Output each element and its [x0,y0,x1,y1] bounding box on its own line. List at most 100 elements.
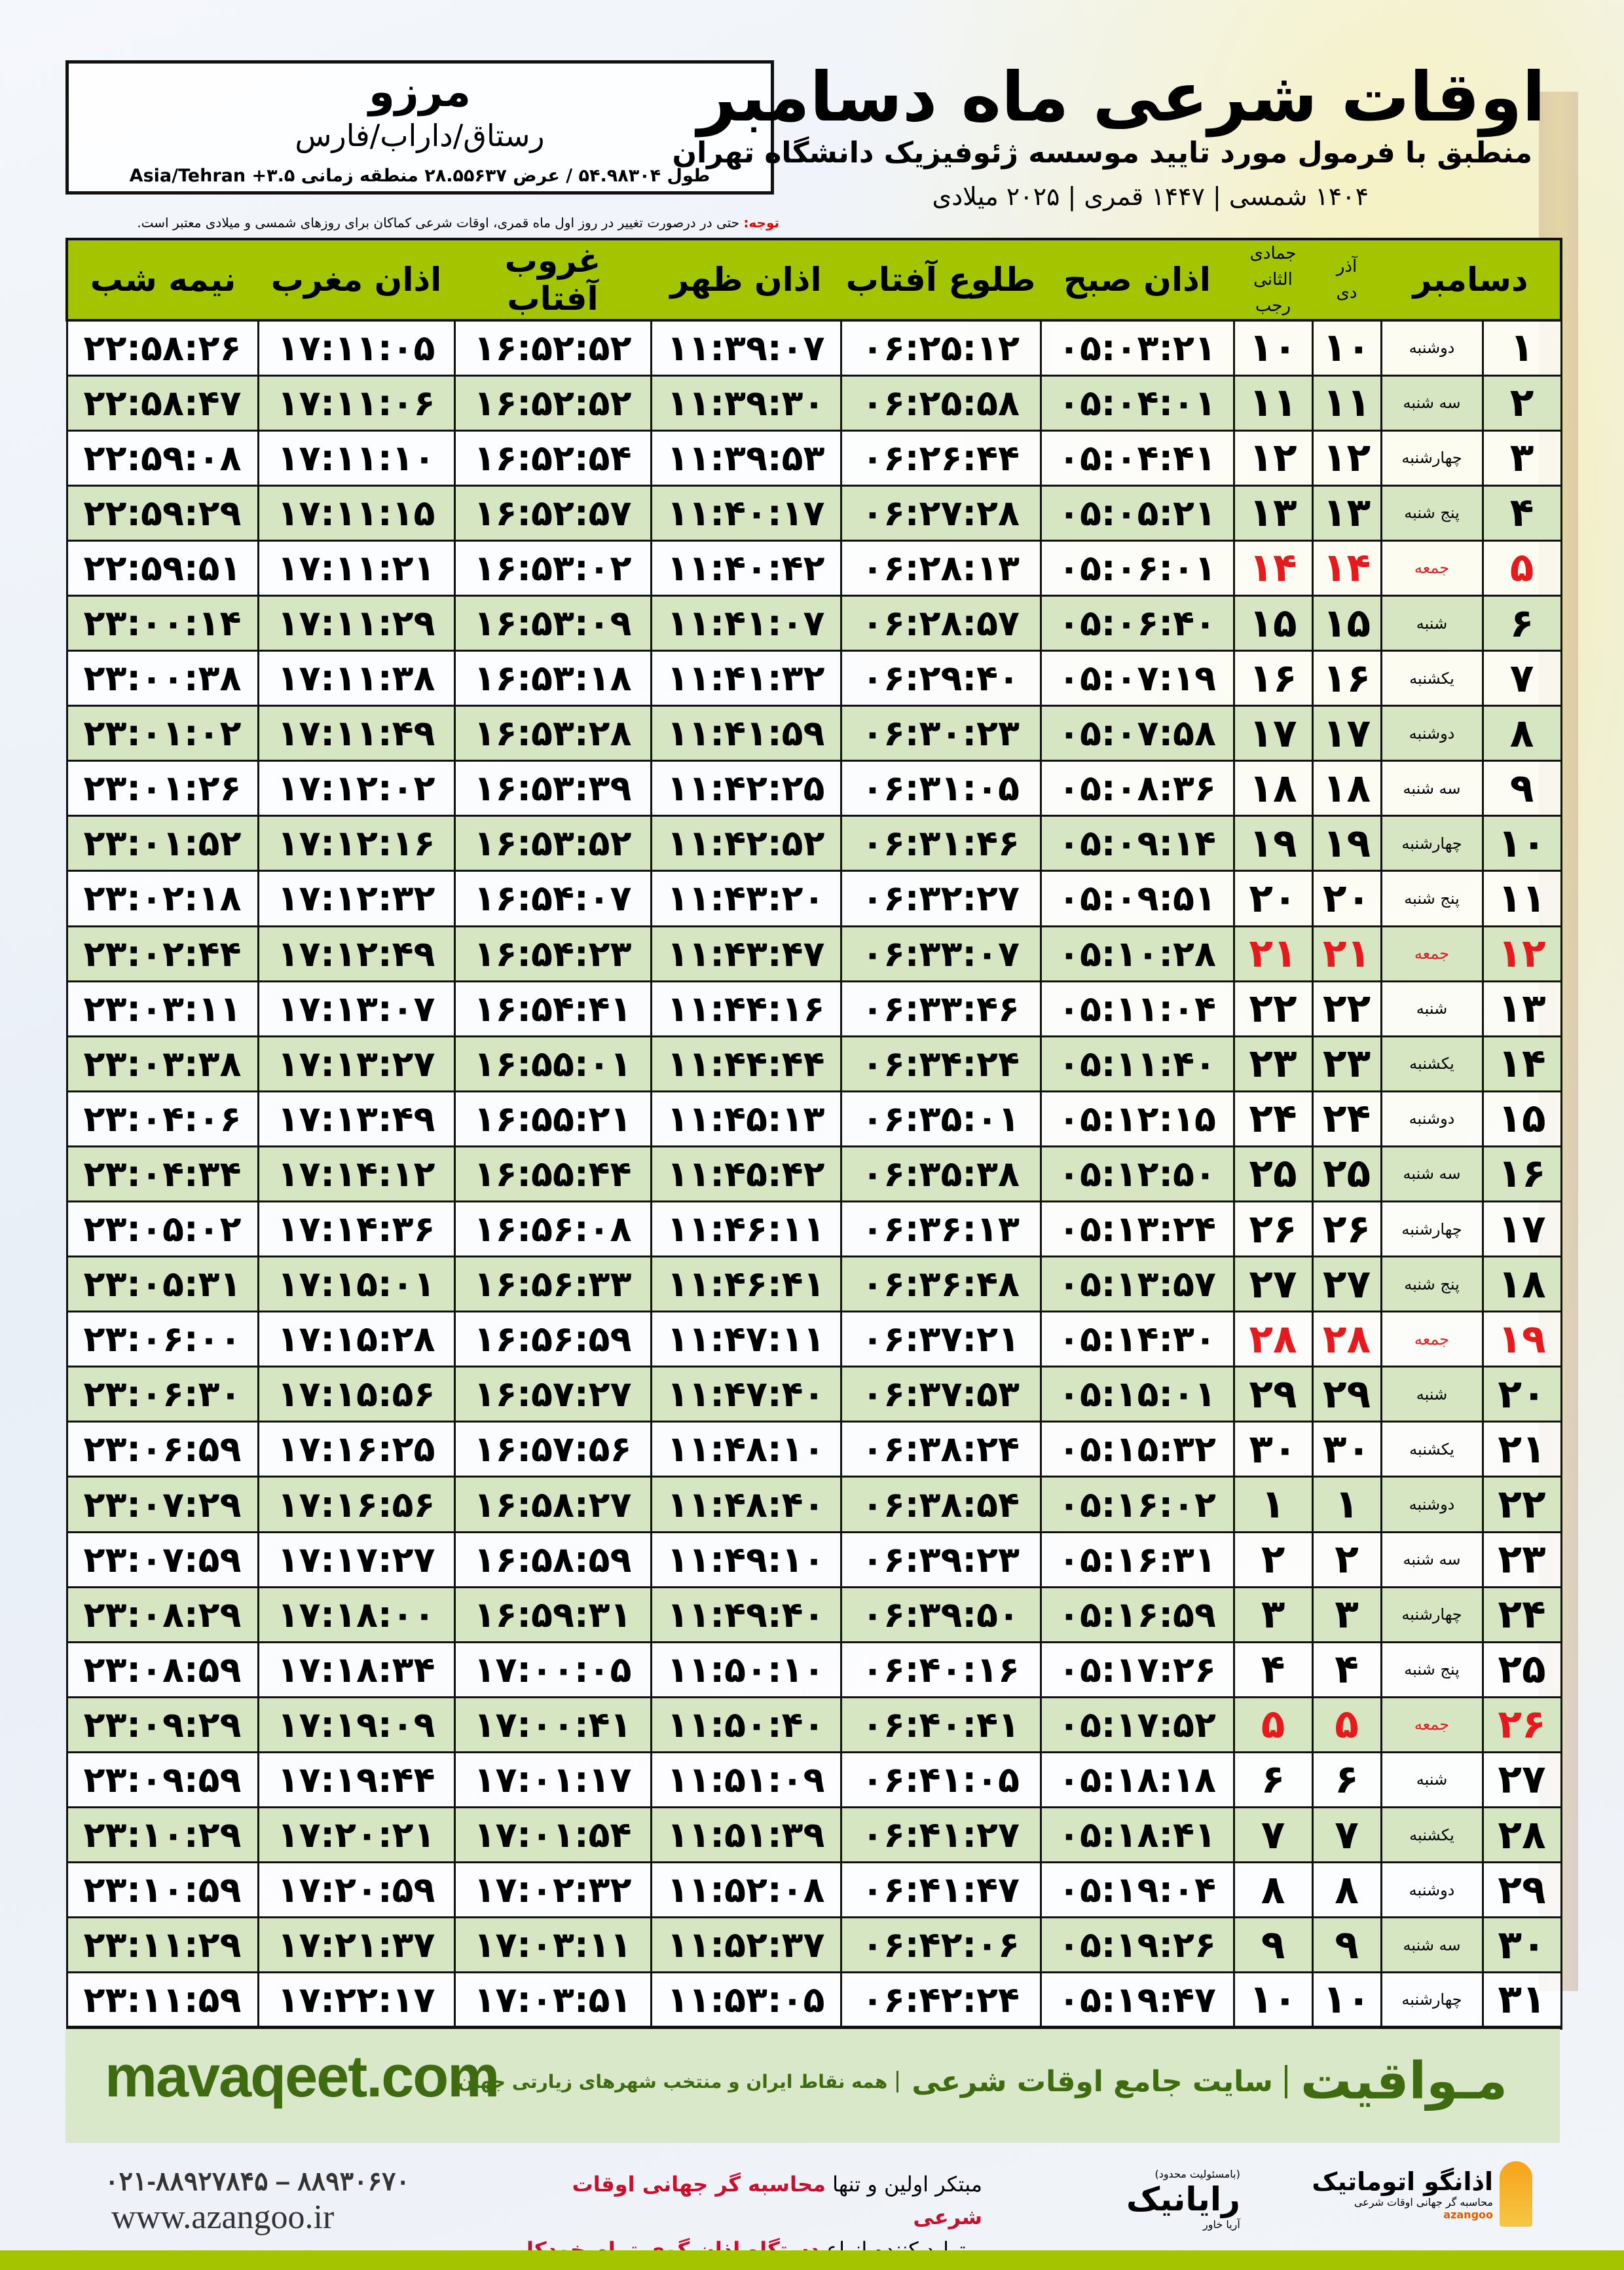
tolu-time: ۰۶:۲۸:۱۳ [840,539,1042,597]
header-zohr: اذان ظهر [651,238,841,322]
tolu-time: ۰۶:۴۰:۱۶ [840,1641,1042,1698]
day-cell: ۱۶ [1481,1145,1562,1203]
zohr-time: ۱۱:۵۲:۰۸ [650,1861,842,1919]
mavaqeet-brand: مـواقیت سایت جامع اوقات شرعی همه نقاط ای… [458,2052,1507,2111]
qamari-day-cell: ۱۰ [1232,1971,1314,2030]
day-cell: ۳۰ [1481,1916,1562,1974]
bottom-strip [0,2250,1624,2270]
nime-shab-time: ۲۳:۰۲:۴۴ [65,925,259,982]
table-row: ۱۶ سه شنبه ۲۵ ۲۵ ۰۵:۱۲:۵۰ ۰۶:۳۵:۳۸ ۱۱:۴۵:۴۲ ۱۶:… [65,1145,1562,1203]
tolu-time: ۰۶:۳۷:۲۱ [840,1311,1042,1368]
weekday-cell: پنج شنبه [1380,870,1484,927]
nime-shab-time: ۲۲:۵۹:۰۸ [65,429,259,487]
day-cell: ۶ [1481,594,1562,652]
tolu-time: ۰۶:۲۶:۴۴ [840,429,1042,487]
ghorub-time: ۱۶:۵۵:۴۴ [453,1145,652,1203]
qamari-day-cell: ۲۹ [1232,1366,1314,1423]
day-cell: ۱۴ [1481,1035,1562,1092]
nime-shab-time: ۲۲:۵۸:۲۶ [65,319,259,377]
header-shamsi-bottom: دی [1336,283,1357,303]
weekday-cell: یکشنبه [1380,650,1484,707]
ghorub-time: ۱۶:۵۷:۵۶ [453,1421,652,1478]
nime-shab-time: ۲۳:۱۱:۲۹ [65,1916,259,1974]
shamsi-day-cell: ۲۸ [1311,1311,1382,1368]
sobh-time: ۰۵:۱۶:۰۲ [1039,1476,1235,1533]
weekday-cell: دوشنبه [1380,705,1484,762]
sobh-time: ۰۵:۰۴:۴۱ [1039,429,1235,487]
header-qamari: جمادی الثانی رجب [1234,238,1312,322]
qamari-day-cell: ۹ [1232,1916,1314,1974]
ghorub-time: ۱۶:۵۲:۵۲ [453,319,652,377]
zohr-time: ۱۱:۳۹:۰۷ [650,319,842,377]
shamsi-day-cell: ۱۶ [1311,650,1382,707]
sobh-time: ۰۵:۰۳:۲۱ [1039,319,1235,377]
day-cell: ۲۸ [1481,1806,1562,1864]
zohr-time: ۱۱:۴۷:۱۱ [650,1311,842,1368]
nime-shab-time: ۲۳:۰۱:۲۶ [65,760,259,817]
table-row: ۶ شنبه ۱۵ ۱۵ ۰۵:۰۶:۴۰ ۰۶:۲۸:۵۷ ۱۱:۴۱:۰۷ ۱۶:۵۳:۰… [65,594,1562,652]
mavaqeet-logo: مـواقیت [1300,2052,1507,2111]
promo-text: مبتکر اولین و تنها محاسبه گر جهانی اوقات… [511,2168,982,2270]
sobh-time: ۰۵:۰۴:۰۱ [1039,374,1235,432]
shamsi-day-cell: ۸ [1311,1861,1382,1919]
sobh-time: ۰۵:۰۹:۵۱ [1039,870,1235,927]
zohr-time: ۱۱:۴۱:۳۲ [650,650,842,707]
day-cell: ۳ [1481,429,1562,487]
mavaqeet-banner: مـواقیت سایت جامع اوقات شرعی همه نقاط ای… [65,2029,1560,2143]
tolu-time: ۰۶:۳۳:۰۷ [840,925,1042,982]
shamsi-day-cell: ۲۴ [1311,1090,1382,1147]
weekday-cell: چهارشنبه [1380,815,1484,872]
table-row: ۱۳ شنبه ۲۲ ۲۲ ۰۵:۱۱:۰۴ ۰۶:۳۳:۴۶ ۱۱:۴۴:۱۶ ۱۶:۵۴:… [65,980,1562,1037]
weekday-cell: جمعه [1380,1696,1484,1753]
shamsi-day-cell: ۶ [1311,1751,1382,1809]
tolu-time: ۰۶:۳۹:۲۳ [840,1531,1042,1588]
zohr-time: ۱۱:۵۳:۰۵ [650,1971,842,2030]
zohr-time: ۱۱:۴۱:۵۹ [650,705,842,762]
nime-shab-time: ۲۳:۰۳:۱۱ [65,980,259,1037]
maghreb-time: ۱۷:۱۳:۴۹ [257,1090,456,1147]
sobh-time: ۰۵:۱۶:۵۹ [1039,1586,1235,1643]
zohr-time: ۱۱:۴۸:۴۰ [650,1476,842,1533]
maghreb-time: ۱۷:۱۸:۳۴ [257,1641,456,1698]
table-row: ۲۶ جمعه ۵ ۵ ۰۵:۱۷:۵۲ ۰۶:۴۰:۴۱ ۱۱:۵۰:۴۰ ۱۷:۰۰:۴۱… [65,1696,1562,1753]
maghreb-time: ۱۷:۱۲:۱۶ [257,815,456,872]
shamsi-day-cell: ۲۶ [1311,1200,1382,1258]
zohr-time: ۱۱:۴۸:۱۰ [650,1421,842,1478]
table-row: ۳۰ سه شنبه ۹ ۹ ۰۵:۱۹:۲۶ ۰۶:۴۲:۰۶ ۱۱:۵۲:۳۷ ۱۷:۰۳… [65,1916,1562,1974]
zohr-time: ۱۱:۴۴:۴۴ [650,1035,842,1092]
sobh-time: ۰۵:۱۵:۳۲ [1039,1421,1235,1478]
weekday-cell: شنبه [1380,980,1484,1037]
qamari-day-cell: ۳۰ [1232,1421,1314,1478]
tolu-time: ۰۶:۳۱:۴۶ [840,815,1042,872]
tolu-time: ۰۶:۲۵:۵۸ [840,374,1042,432]
mavaqeet-url[interactable]: mavaqeet.com [105,2044,500,2110]
table-row: ۷ یکشنبه ۱۶ ۱۶ ۰۵:۰۷:۱۹ ۰۶:۲۹:۴۰ ۱۱:۴۱:۳۲ ۱۶:۵۳… [65,650,1562,707]
nime-shab-time: ۲۳:۰۱:۰۲ [65,705,259,762]
table-row: ۳ چهارشنبه ۱۲ ۱۲ ۰۵:۰۴:۴۱ ۰۶:۲۶:۴۴ ۱۱:۳۹:۵۳ ۱۶:… [65,429,1562,487]
ghorub-time: ۱۶:۵۸:۲۷ [453,1476,652,1533]
header-maghreb: اذان مغرب [258,238,454,322]
day-cell: ۲۲ [1481,1476,1562,1533]
day-cell: ۷ [1481,650,1562,707]
table-row: ۱۸ پنج شنبه ۲۷ ۲۷ ۰۵:۱۳:۵۷ ۰۶:۳۶:۴۸ ۱۱:۴۶:۴۱ ۱۶… [65,1256,1562,1313]
table-row: ۲۷ شنبه ۶ ۶ ۰۵:۱۸:۱۸ ۰۶:۴۱:۰۵ ۱۱:۵۱:۰۹ ۱۷:۰۱:۱۷… [65,1751,1562,1809]
shamsi-day-cell: ۲۰ [1311,870,1382,927]
shamsi-day-cell: ۱۱ [1311,374,1382,432]
shamsi-day-cell: ۱۹ [1311,815,1382,872]
zohr-time: ۱۱:۴۰:۴۲ [650,539,842,597]
tolu-time: ۰۶:۳۷:۵۳ [840,1366,1042,1423]
ghorub-time: ۱۶:۵۲:۵۷ [453,484,652,542]
azangoo-url[interactable]: www.azangoo.ir [111,2199,335,2236]
weekday-cell: شنبه [1380,1751,1484,1809]
sobh-time: ۰۵:۰۵:۲۱ [1039,484,1235,542]
sobh-time: ۰۵:۰۷:۵۸ [1039,705,1235,762]
tolu-time: ۰۶:۳۸:۲۴ [840,1421,1042,1478]
table-row: ۲۹ دوشنبه ۸ ۸ ۰۵:۱۹:۰۴ ۰۶:۴۱:۴۷ ۱۱:۵۲:۰۸ ۱۷:۰۲:… [65,1861,1562,1919]
maghreb-time: ۱۷:۱۳:۰۷ [257,980,456,1037]
ghorub-time: ۱۷:۰۱:۱۷ [453,1751,652,1809]
note-label: توجه: [743,215,779,231]
nime-shab-time: ۲۳:۰۲:۱۸ [65,870,259,927]
sobh-time: ۰۵:۱۹:۴۷ [1039,1971,1235,2030]
maghreb-time: ۱۷:۱۶:۵۶ [257,1476,456,1533]
table-row: ۱۷ چهارشنبه ۲۶ ۲۶ ۰۵:۱۳:۲۴ ۰۶:۳۶:۱۳ ۱۱:۴۶:۱۱ ۱۶… [65,1200,1562,1258]
